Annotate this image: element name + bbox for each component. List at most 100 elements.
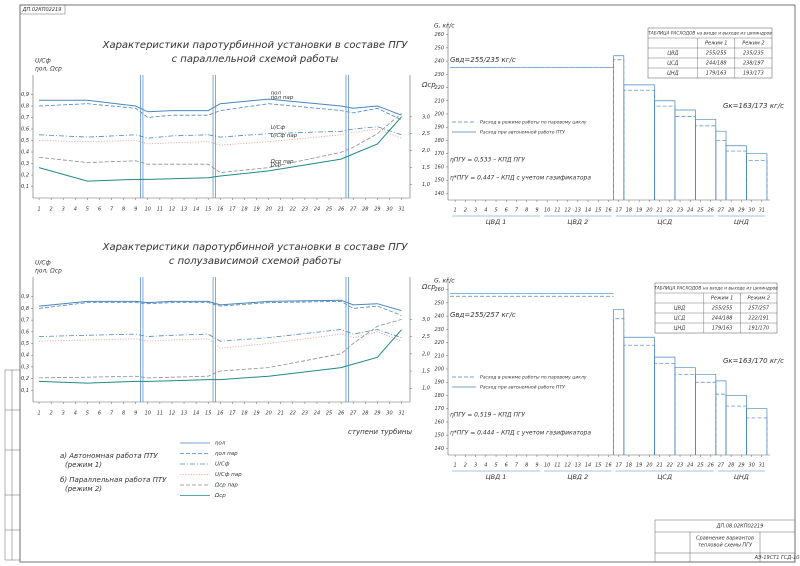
flow-step — [613, 55, 625, 200]
flow-step — [674, 367, 696, 455]
table-cell: 257/257 — [748, 306, 770, 312]
flow-step — [695, 125, 717, 200]
y-tick-label: 0,4 — [21, 150, 29, 156]
legend-label: Ωср — [214, 493, 226, 499]
x-tick-label: 7 — [515, 208, 519, 214]
x-tick-label: 11 — [554, 463, 560, 469]
table-title: ТАБЛИЦА РАСХОДОВ на входе и выходе из ци… — [654, 286, 778, 292]
x-tick-label: 10 — [544, 208, 550, 214]
chart-subtitle: с параллельной схемой работы — [172, 53, 339, 65]
x-tick-label: 26 — [708, 208, 714, 214]
mode-note: (режим 2) — [65, 485, 102, 493]
x-tick-label: 20 — [265, 411, 271, 417]
x-tick-label: 24 — [314, 411, 320, 417]
legend-label: ηол пар — [215, 451, 238, 457]
flow-step — [695, 118, 717, 200]
flow-step — [654, 105, 676, 200]
y2-tick-label: 1,5 — [422, 165, 430, 171]
x-tick-label: 28 — [362, 411, 368, 417]
table-title: ТАБЛИЦА РАСХОДОВ на входе и выходе из ци… — [648, 31, 772, 37]
y-tick-label: 210 — [434, 353, 444, 359]
y-tick-label: 0,1 — [21, 184, 29, 190]
x-tick-label: 12 — [564, 463, 570, 469]
x-tick-label: 5 — [86, 207, 89, 213]
flow-step — [613, 59, 625, 200]
table-cell: 191/170 — [748, 326, 769, 332]
x-tick-label: 18 — [626, 463, 632, 469]
x-tick-label: 29 — [374, 411, 380, 417]
x-tick-label: 4 — [74, 411, 77, 417]
x-tick-label: 22 — [290, 411, 296, 417]
x-tick-label: 31 — [759, 463, 765, 469]
y-tick-label: 0,5 — [21, 341, 29, 347]
y-tick-label: 230 — [434, 327, 444, 333]
x-tick-label: 16 — [605, 463, 611, 469]
x-tick-label: 16 — [217, 411, 223, 417]
x-tick-label: 28 — [728, 208, 734, 214]
x-tick-label: 7 — [110, 207, 114, 213]
table-frame — [647, 27, 773, 79]
x-tick-label: 27 — [350, 207, 357, 213]
stamp-group: АЭ-19СТ1 ГСД-10 — [754, 555, 800, 561]
x-tick-label: 20 — [646, 208, 652, 214]
x-tick-label: 14 — [585, 463, 591, 469]
x-tick-label: 8 — [122, 207, 125, 213]
x-tick-label: 31 — [398, 207, 404, 213]
series-line — [38, 329, 402, 342]
x-tick-label: 9 — [134, 207, 137, 213]
x-tick-label: 27 — [350, 411, 357, 417]
annotation: Gвд=255/257 кг/с — [450, 311, 516, 319]
flow-step — [715, 393, 727, 455]
x-tick-label: 20 — [646, 463, 652, 469]
flow-step — [613, 318, 625, 455]
y-tick-label: 180 — [434, 138, 444, 144]
table-frame — [654, 282, 778, 334]
x-tick-label: 1 — [37, 207, 40, 213]
x-tick-label: 22 — [667, 208, 673, 214]
table-cell: 235/235 — [743, 51, 764, 57]
flow-step — [623, 336, 655, 455]
y2-tick-label: 3,0 — [422, 114, 430, 120]
y-tick-label: 0,3 — [21, 161, 29, 167]
y-tick-label: 240 — [434, 59, 444, 65]
table-cell: 244/188 — [712, 316, 733, 322]
flow-step — [654, 100, 676, 200]
x-tick-label: 19 — [636, 208, 642, 214]
y2-tick-label: 2,5 — [422, 334, 430, 340]
x-tick-label: 10 — [544, 463, 550, 469]
modes: а) Автономная работа ПТУ (режим 1) б) Па… — [60, 452, 167, 493]
flow-step — [715, 130, 727, 200]
flow-step — [654, 363, 676, 455]
flow-step — [746, 153, 768, 200]
series-label: ηол — [271, 91, 282, 97]
annotation: η*ПГУ = 0,444 – КПД с учетом газификатор… — [450, 430, 591, 437]
x-tick-label: 26 — [338, 411, 344, 417]
x-tick-label: 26 — [338, 207, 344, 213]
x-tick-label: 18 — [241, 411, 247, 417]
table-cell: 179/163 — [706, 71, 727, 77]
x-tick-label: 9 — [535, 463, 538, 469]
y-tick-label: 230 — [434, 72, 444, 78]
x-tick-label: 24 — [314, 207, 320, 213]
y2-tick-label: 2,0 — [422, 148, 430, 154]
x-tick-label: 11 — [554, 208, 560, 214]
table-header: Режим 2 — [748, 296, 770, 302]
x-tick-label: 2 — [50, 411, 53, 417]
x-tick-label: 3 — [474, 208, 477, 214]
flow-step — [674, 109, 696, 200]
x-tick-label: 21 — [656, 463, 662, 469]
x-tick-label: 13 — [181, 411, 187, 417]
x-tick-label: 14 — [193, 207, 199, 213]
x-tick-label: 21 — [278, 411, 284, 417]
x-tick-label: 3 — [62, 207, 65, 213]
table-cell: ЦВД — [667, 51, 678, 57]
y-tick-label: 170 — [434, 151, 444, 157]
x-tick-label: 18 — [241, 207, 247, 213]
table-header: Режим 1 — [711, 296, 733, 302]
y-tick-label: 220 — [434, 340, 444, 346]
table-cell: ЦНД — [667, 71, 679, 77]
x-tick-label: 1 — [454, 463, 457, 469]
y-tick-label: 0,7 — [21, 115, 30, 121]
x-tick-label: 2 — [50, 207, 53, 213]
